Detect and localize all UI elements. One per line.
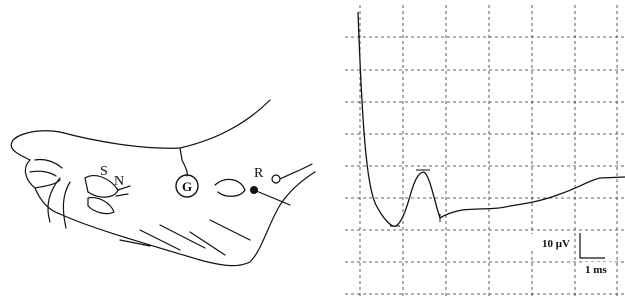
nerve-label: N — [114, 174, 124, 189]
ground-label: G — [182, 179, 192, 194]
stimulus-label: S — [100, 164, 108, 179]
foot-sketch — [11, 100, 315, 266]
scale-bar — [580, 233, 605, 258]
waveform — [358, 12, 625, 226]
recording-label: R — [254, 166, 264, 181]
amplitude-scale-label: 10 μV — [542, 238, 570, 250]
trace-grid — [345, 5, 625, 297]
figure: S N G R 10 μV 1 ms — [0, 0, 625, 297]
time-scale-label: 1 ms — [585, 264, 607, 276]
